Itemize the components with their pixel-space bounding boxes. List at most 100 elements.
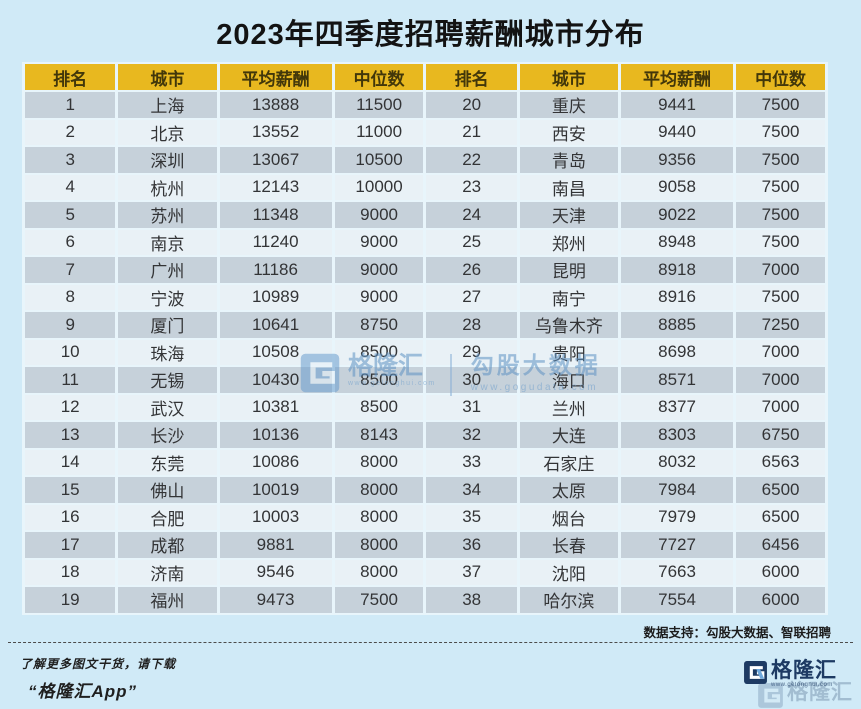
table-cell: 8000	[334, 532, 424, 558]
table-cell: 13552	[219, 119, 332, 145]
table-cell: 18	[25, 559, 116, 585]
table-cell: 7500	[736, 174, 825, 200]
table-cell: 9000	[334, 257, 424, 283]
table-cell: 27	[426, 284, 517, 310]
table-cell: 北京	[118, 119, 217, 145]
table-cell: 11348	[219, 202, 332, 228]
table-row: 17 成都 9881 8000 36 长春 7727 6456	[25, 532, 825, 558]
table-cell: 12143	[219, 174, 332, 200]
table-cell: 成都	[118, 532, 217, 558]
promo-text: 了解更多图文干货，请下载 “格隆汇App”	[20, 655, 176, 702]
table-cell: 哈尔滨	[519, 587, 618, 613]
table-cell: 合肥	[118, 504, 217, 530]
table-row: 3 深圳 13067 10500 22 青岛 9356 7500	[25, 147, 825, 173]
table-header-cell: 中位数	[736, 64, 825, 90]
table-cell: 9000	[334, 229, 424, 255]
table-cell: 烟台	[519, 504, 618, 530]
table-cell: 10003	[219, 504, 332, 530]
table-cell: 15	[25, 477, 116, 503]
table-cell: 9473	[219, 587, 332, 613]
table-cell: 8303	[620, 422, 734, 448]
table-cell: 8000	[334, 504, 424, 530]
table-cell: 11186	[219, 257, 332, 283]
table-cell: 13888	[219, 92, 332, 118]
table-row: 1 上海 13888 11500 20 重庆 9441 7500	[25, 92, 825, 118]
table-cell: 兰州	[519, 394, 618, 420]
table-cell: 10000	[334, 174, 424, 200]
table-cell: 贵阳	[519, 339, 618, 365]
table-cell: 天津	[519, 202, 618, 228]
table-header-cell: 城市	[118, 64, 217, 90]
table-cell: 杭州	[118, 174, 217, 200]
page-title: 2023年四季度招聘薪酬城市分布	[216, 19, 645, 51]
table-cell: 32	[426, 422, 517, 448]
table-cell: 8698	[620, 339, 734, 365]
table-row: 5 苏州 11348 9000 24 天津 9022 7500	[25, 202, 825, 228]
table-row: 11 无锡 10430 8500 30 海口 8571 7000	[25, 367, 825, 393]
table-cell: 7500	[736, 147, 825, 173]
gelonghui-logo: 格隆汇 www.gelonghui.com 格隆汇	[743, 660, 853, 709]
logo-text-ghost: 格隆汇	[787, 681, 853, 704]
table-cell: 10989	[219, 284, 332, 310]
table-cell: 34	[426, 477, 517, 503]
table-header-cell: 平均薪酬	[620, 64, 734, 90]
table-cell: 6500	[736, 477, 825, 503]
table-cell: 10	[25, 339, 116, 365]
table-row: 18 济南 9546 8000 37 沈阳 7663 6000	[25, 559, 825, 585]
table-cell: 8500	[334, 367, 424, 393]
table-cell: 9441	[620, 92, 734, 118]
table-cell: 8377	[620, 394, 734, 420]
table-cell: 38	[426, 587, 517, 613]
promo-line1: 了解更多图文干货，请下载	[20, 657, 177, 671]
table-cell: 10086	[219, 449, 332, 475]
table-cell: 8916	[620, 284, 734, 310]
table-cell: 郑州	[519, 229, 618, 255]
table-row: 4 杭州 12143 10000 23 南昌 9058 7500	[25, 174, 825, 200]
data-support-note: 数据支持：勾股大数据、智联招聘	[643, 626, 831, 640]
table-cell: 31	[426, 394, 517, 420]
table-cell: 7	[25, 257, 116, 283]
table-cell: 8	[25, 284, 116, 310]
table-cell: 10430	[219, 367, 332, 393]
table-cell: 36	[426, 532, 517, 558]
table-cell: 7500	[736, 284, 825, 310]
table-cell: 28	[426, 312, 517, 338]
table-cell: 乌鲁木齐	[519, 312, 618, 338]
dashed-divider	[8, 642, 853, 643]
table-cell: 7979	[620, 504, 734, 530]
gelonghui-logo-solid: 格隆汇 www.gelonghui.com	[743, 660, 837, 688]
table-cell: 7000	[736, 367, 825, 393]
table-cell: 沈阳	[519, 559, 618, 585]
table-cell: 6000	[736, 587, 825, 613]
table-cell: 26	[426, 257, 517, 283]
table-cell: 9022	[620, 202, 734, 228]
table-row: 9 厦门 10641 8750 28 乌鲁木齐 8885 7250	[25, 312, 825, 338]
table-cell: 8885	[620, 312, 734, 338]
table-row: 8 宁波 10989 9000 27 南宁 8916 7500	[25, 284, 825, 310]
table-cell: 19	[25, 587, 116, 613]
table-cell: 4	[25, 174, 116, 200]
table-cell: 海口	[519, 367, 618, 393]
table-cell: 8000	[334, 477, 424, 503]
table-cell: 8143	[334, 422, 424, 448]
table-cell: 8571	[620, 367, 734, 393]
table-cell: 8032	[620, 449, 734, 475]
table-cell: 6000	[736, 559, 825, 585]
table-cell: 9058	[620, 174, 734, 200]
table-cell: 南昌	[519, 174, 618, 200]
table-cell: 23	[426, 174, 517, 200]
logo-g-icon	[743, 660, 768, 685]
table-cell: 10136	[219, 422, 332, 448]
table-row: 2 北京 13552 11000 21 西安 9440 7500	[25, 119, 825, 145]
table-row: 10 珠海 10508 8500 29 贵阳 8698 7000	[25, 339, 825, 365]
table-cell: 29	[426, 339, 517, 365]
table-cell: 8750	[334, 312, 424, 338]
table-cell: 9356	[620, 147, 734, 173]
table-cell: 石家庄	[519, 449, 618, 475]
table-cell: 12	[25, 394, 116, 420]
salary-table-container: 排名 城市 平均薪酬 中位数 排名 城市 平均薪酬 中位数 1 上海 13888 11500 20 重庆…	[22, 62, 828, 615]
table-cell: 7000	[736, 339, 825, 365]
table-row: 19 福州 9473 7500 38 哈尔滨 7554 6000	[25, 587, 825, 613]
table-row: 6 南京 11240 9000 25 郑州 8948 7500	[25, 229, 825, 255]
